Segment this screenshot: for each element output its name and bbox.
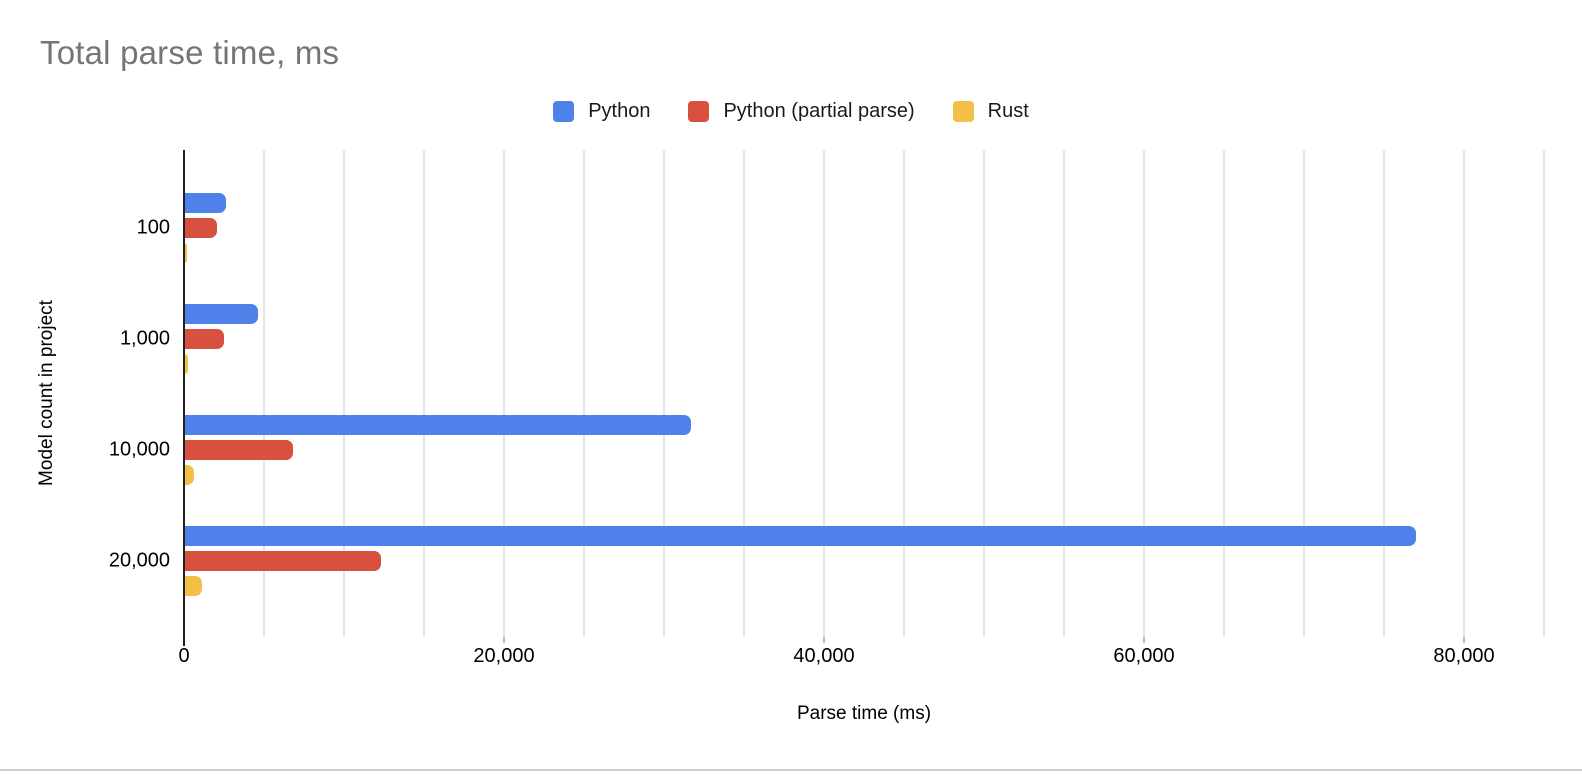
gridline — [582, 150, 585, 637]
bar-python-100 — [184, 192, 227, 213]
gridline — [1463, 150, 1465, 637]
bar-python-partial-parse-1000 — [184, 328, 224, 349]
bar-python-20000 — [184, 526, 1416, 547]
gridline — [1303, 150, 1305, 637]
legend-label: Rust — [987, 100, 1029, 122]
bar-python-1000 — [184, 303, 258, 324]
gridline — [263, 150, 265, 637]
legend-item-0: Python — [553, 100, 650, 123]
x-tick-mark — [823, 637, 825, 643]
gridline — [1382, 150, 1385, 637]
y-category-label: 100 — [136, 216, 170, 239]
y-category-label: 10,000 — [108, 438, 170, 461]
legend-swatch-icon — [688, 101, 710, 122]
gridline — [982, 150, 985, 637]
bar-rust-20000 — [184, 576, 202, 597]
y-category-label: 20,000 — [108, 549, 170, 572]
gridline — [903, 150, 905, 637]
gridline — [823, 150, 825, 637]
x-tick-label: 0 — [178, 645, 190, 667]
bottom-divider — [0, 769, 1582, 771]
x-tick-label: 20,000 — [473, 645, 535, 667]
bar-python-10000 — [184, 415, 692, 436]
bar-python-partial-parse-10000 — [184, 440, 293, 461]
bar-group-10000 — [184, 395, 1544, 506]
bar-group-1000 — [184, 283, 1544, 394]
bar-rust-1000 — [184, 353, 188, 374]
legend-item-2: Rust — [952, 100, 1029, 123]
gridline — [1223, 150, 1225, 637]
y-axis-line — [183, 150, 185, 646]
bar-group-100 — [184, 172, 1544, 283]
gridline — [343, 150, 345, 637]
legend-swatch-icon — [553, 101, 575, 122]
y-axis-title: Model count in project — [36, 300, 57, 486]
x-tick-mark — [503, 637, 505, 643]
gridline — [1062, 150, 1065, 637]
bar-python-partial-parse-20000 — [184, 551, 381, 572]
x-tick-label: 60,000 — [1113, 645, 1175, 667]
bar-rust-100 — [184, 242, 188, 263]
gridline — [743, 150, 745, 637]
chart-legend: Python Python (partial parse) Rust — [0, 100, 1582, 123]
legend-item-1: Python (partial parse) — [688, 100, 915, 123]
x-tick-label: 40,000 — [793, 645, 855, 667]
legend-swatch-icon — [952, 101, 974, 122]
x-tick-mark — [1463, 637, 1465, 643]
x-tick-label: 80,000 — [1433, 645, 1495, 667]
gridline — [1142, 150, 1145, 637]
x-tick-mark — [1142, 637, 1145, 643]
gridline — [662, 150, 665, 637]
y-category-label: 1,000 — [119, 327, 170, 350]
x-axis-title: Parse time (ms) — [796, 703, 932, 724]
legend-label: Python — [588, 100, 651, 122]
chart-title: Total parse time, ms — [40, 34, 340, 71]
gridline — [422, 150, 425, 637]
gridline — [503, 150, 505, 637]
bar-python-partial-parse-100 — [184, 217, 217, 238]
bar-rust-10000 — [184, 465, 195, 486]
bar-rows — [184, 172, 1544, 617]
legend-label: Python (partial parse) — [723, 100, 915, 122]
plot-area — [183, 150, 1545, 646]
gridline — [1543, 150, 1545, 637]
bar-group-20000 — [184, 506, 1544, 617]
